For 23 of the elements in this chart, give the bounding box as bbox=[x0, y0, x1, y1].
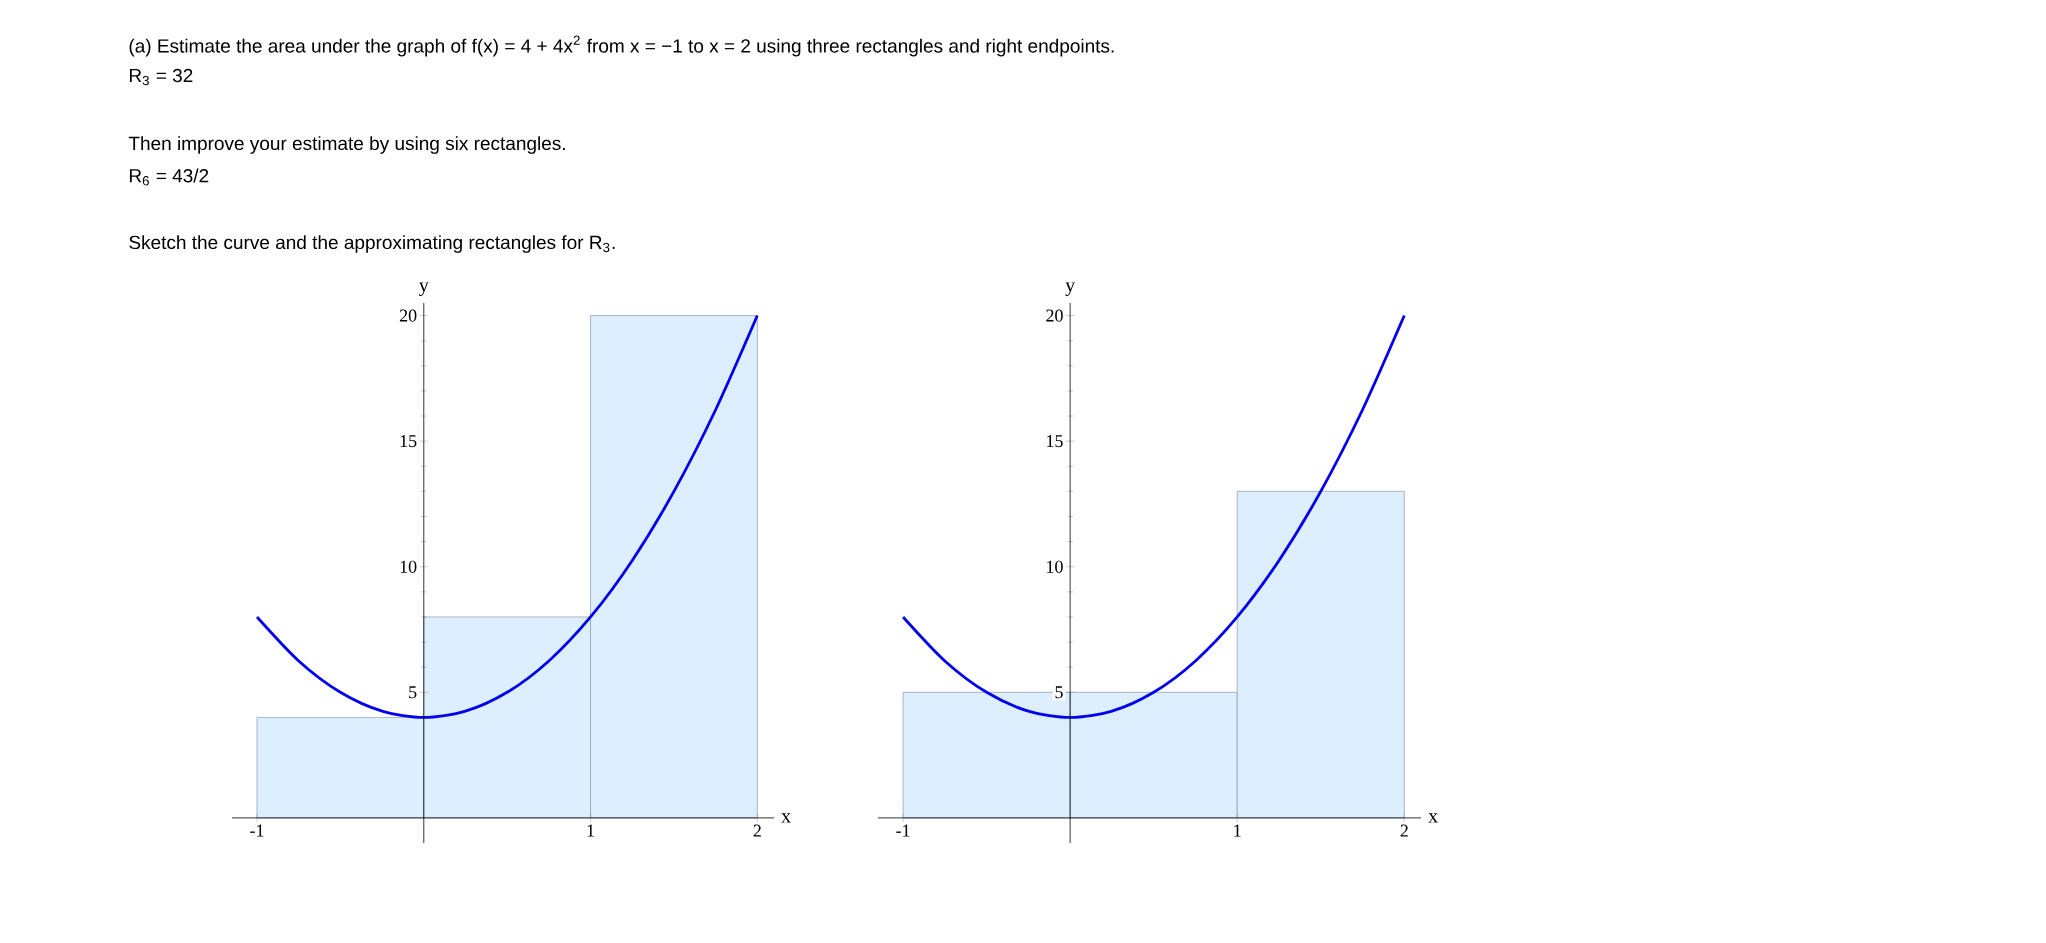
y-axis-title: y bbox=[1065, 282, 1076, 296]
x-tick-label: 1 bbox=[1234, 824, 1241, 837]
x-tick-label: -1 bbox=[896, 824, 910, 837]
y-tick-label: 15 bbox=[400, 435, 417, 448]
x-tick-label: -1 bbox=[250, 824, 264, 837]
y-tick-label: 10 bbox=[1047, 560, 1063, 573]
text: Sketch the curve and the approximating rectangles for R$_{3}$. bbox=[129, 235, 615, 253]
y-tick-label: 20 bbox=[1046, 309, 1063, 322]
text: Then improve your estimate by using six rectangles. bbox=[128, 136, 565, 154]
x-axis-title: x bbox=[1428, 813, 1438, 823]
y-tick-label: 10 bbox=[400, 560, 417, 573]
text: R$_{3}$ = 32 bbox=[129, 68, 193, 86]
y-tick-label: 20 bbox=[399, 309, 417, 322]
y-tick-label: 5 bbox=[409, 686, 417, 699]
x-tick-label: 1 bbox=[587, 824, 594, 837]
text: (a) Estimate the area under the graph of f(x) = 4 + 4x$^{2}$ from x = −1 to x = 2 using three rectangles and right endpoints. bbox=[129, 35, 1114, 57]
x-tick-label: 2 bbox=[753, 824, 761, 837]
y-tick-label: 15 bbox=[1047, 435, 1063, 448]
text: R$_{6}$ = 43/2 bbox=[129, 168, 209, 186]
x-tick-label: 2 bbox=[1400, 824, 1408, 837]
x-axis-title: x bbox=[781, 813, 791, 823]
y-axis-title: y bbox=[419, 282, 429, 296]
y-tick-label: 5 bbox=[1055, 686, 1063, 699]
